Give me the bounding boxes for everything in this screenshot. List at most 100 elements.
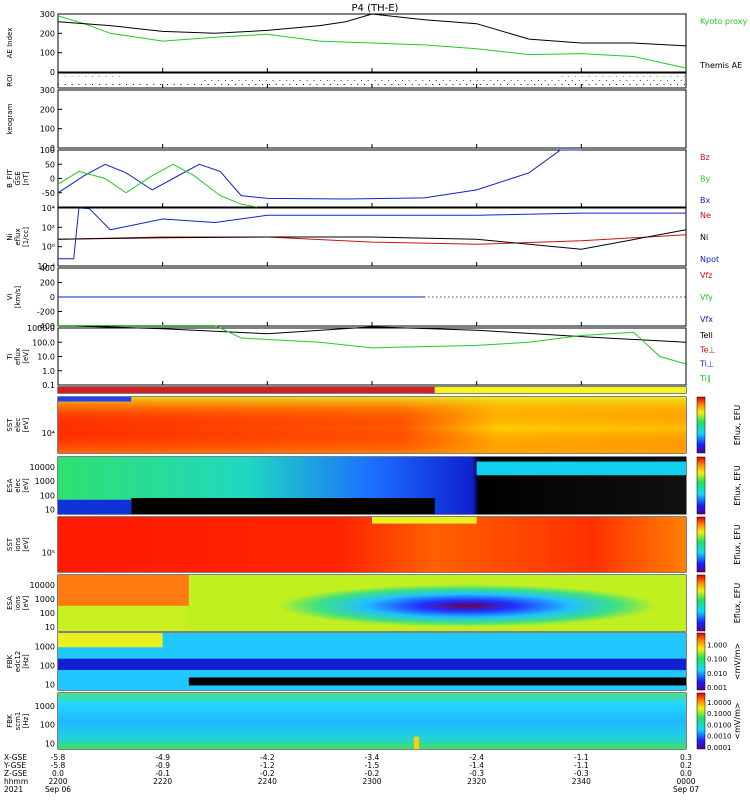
roi-dot xyxy=(561,76,563,77)
y-tick-label: 100 xyxy=(40,49,55,58)
roi-dot xyxy=(252,80,254,81)
roi-dot xyxy=(459,84,461,85)
panel-ylabel: [eV] xyxy=(22,417,30,432)
roi-dot xyxy=(677,76,679,77)
y-tick-label: 0 xyxy=(50,68,55,77)
coord-value: -1.1 xyxy=(574,761,589,770)
coord-value: -0.3 xyxy=(574,769,589,778)
coord-value: -0.1 xyxy=(155,769,170,778)
roi-dot xyxy=(58,76,59,77)
coord-value: -1.4 xyxy=(469,761,484,770)
panel-ylabel: Ni xyxy=(6,233,14,240)
roi-dot xyxy=(507,84,509,85)
spectrogram-fbk-scm1 xyxy=(58,693,686,749)
roi-dot xyxy=(262,84,264,85)
roi-dot xyxy=(656,84,658,85)
panel-ylabel: ions xyxy=(14,537,22,552)
roi-dot xyxy=(98,76,100,77)
y-tick-label: 100 xyxy=(40,146,55,155)
series-line xyxy=(57,229,687,250)
spectrogram-sst-ions xyxy=(58,517,686,572)
roi-dot xyxy=(384,84,386,85)
series-line xyxy=(57,149,582,200)
roi-dot xyxy=(646,80,648,81)
coord-value: 0.0 xyxy=(52,769,64,778)
roi-dot xyxy=(323,84,325,85)
roi-dot xyxy=(619,80,621,81)
roi-dot xyxy=(296,84,298,85)
roi-dot xyxy=(497,80,499,81)
colorbar-tick-label: 0.100 xyxy=(707,656,727,664)
roi-dot xyxy=(456,80,458,81)
roi-dot xyxy=(333,80,335,81)
roi-dot xyxy=(609,76,611,77)
coord-value: 0.0 xyxy=(680,769,692,778)
roi-dot xyxy=(381,80,383,81)
roi-dot xyxy=(541,84,543,85)
roi-dot xyxy=(275,84,277,85)
panel-ylabel: FBK xyxy=(6,654,14,668)
roi-dot xyxy=(357,84,359,85)
roi-dot xyxy=(418,84,420,85)
colorbar xyxy=(696,574,706,632)
roi-dot xyxy=(218,80,220,81)
roi-dot xyxy=(415,80,417,81)
roi-dot xyxy=(292,80,294,81)
coord-value: -1.1 xyxy=(574,753,589,762)
roi-dot xyxy=(602,76,604,77)
roi-dot xyxy=(588,76,590,77)
esa-elec-low-energy-blue xyxy=(58,499,132,514)
esa-elec-high-noise xyxy=(476,461,686,476)
roi-dot xyxy=(180,84,182,85)
roi-dot xyxy=(602,84,604,85)
roi-dot xyxy=(547,84,549,85)
roi-dot xyxy=(483,80,485,81)
panel-ylabel: [eV] xyxy=(22,537,30,552)
y-tick-label: 100 xyxy=(40,491,55,500)
legend-item: Bz xyxy=(700,153,710,162)
y-tick-label: 1000 xyxy=(35,477,55,486)
y-tick-label: 10² xyxy=(42,223,55,232)
roi-dot xyxy=(166,84,168,85)
roi-dot xyxy=(463,80,465,81)
y-tick-label: 10000 xyxy=(30,463,55,472)
series-line xyxy=(57,234,687,245)
roi-dot xyxy=(595,84,597,85)
coord-value: 2320 xyxy=(467,777,486,786)
roi-dot xyxy=(683,76,685,77)
roi-dot xyxy=(268,84,270,85)
y-tick-label: 300 xyxy=(40,86,55,95)
y-tick-label: 10 xyxy=(45,506,55,515)
roi-dot xyxy=(670,84,672,85)
roi-dot xyxy=(194,84,196,85)
colorbar-label: Eflux, EFU xyxy=(733,465,742,506)
legend-item: Ni xyxy=(700,233,708,242)
series-line xyxy=(58,207,686,260)
roi-dot xyxy=(581,84,583,85)
roi-dot xyxy=(112,76,114,77)
roi-dot xyxy=(245,80,247,81)
roi-dot xyxy=(445,84,447,85)
roi-dot xyxy=(153,84,155,85)
roi-dot xyxy=(279,80,281,81)
panel-ylabel: [eV] xyxy=(22,478,30,493)
y-tick-label: 10 xyxy=(45,739,55,748)
roi-dot xyxy=(302,84,304,85)
roi-dot xyxy=(452,84,454,85)
roi-dot xyxy=(398,84,400,85)
roi-dot xyxy=(286,80,288,81)
roi-dot xyxy=(633,80,635,81)
roi-dot xyxy=(680,80,682,81)
roi-dot xyxy=(476,80,478,81)
roi-dot xyxy=(663,76,665,77)
colorbar-tick-label: 0.0100 xyxy=(707,721,732,729)
y-tick-label: 200 xyxy=(40,105,55,114)
colorbar-tick-label: 0.001 xyxy=(707,684,727,692)
roi-dot xyxy=(653,80,655,81)
roi-dot xyxy=(272,80,274,81)
y-tick-label: 10000 xyxy=(30,581,55,590)
coord-value: -1.5 xyxy=(365,761,380,770)
fbk-scm1-spike xyxy=(413,736,420,749)
roi-dot xyxy=(673,80,675,81)
roi-dot xyxy=(221,84,223,85)
